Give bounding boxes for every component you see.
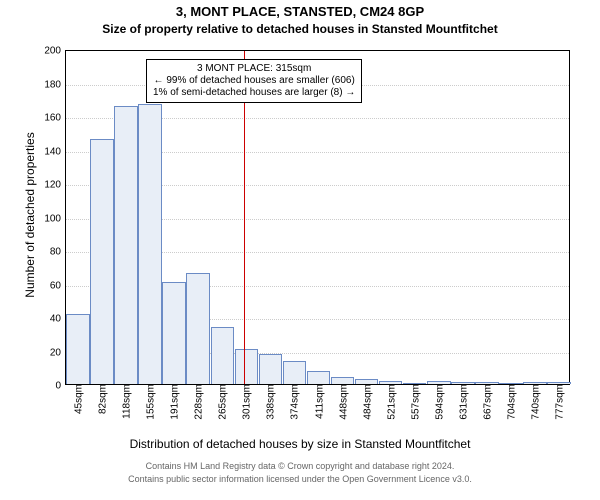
chart-plot-area: 02040608010012014016018020045sqm82sqm118…: [65, 50, 570, 385]
xtick-label: 631sqm: [456, 384, 469, 420]
xtick-label: 740sqm: [528, 384, 541, 420]
ytick-label: 0: [55, 381, 66, 392]
histogram-bar: [114, 106, 138, 384]
title-line-1: 3, MONT PLACE, STANSTED, CM24 8GP: [0, 4, 600, 19]
x-axis-label: Distribution of detached houses by size …: [0, 437, 600, 451]
footer-line-2: Contains public sector information licen…: [0, 474, 600, 484]
ytick-label: 160: [44, 113, 66, 124]
xtick-label: 704sqm: [504, 384, 517, 420]
ytick-label: 60: [50, 280, 66, 291]
xtick-label: 667sqm: [480, 384, 493, 420]
xtick-label: 155sqm: [144, 384, 157, 420]
annotation-box: 3 MONT PLACE: 315sqm← 99% of detached ho…: [146, 59, 362, 103]
xtick-label: 301sqm: [240, 384, 253, 420]
ytick-label: 120: [44, 180, 66, 191]
ytick-label: 140: [44, 146, 66, 157]
xtick-label: 265sqm: [216, 384, 229, 420]
xtick-label: 338sqm: [264, 384, 277, 420]
ytick-label: 40: [50, 314, 66, 325]
xtick-label: 191sqm: [168, 384, 181, 420]
xtick-label: 448sqm: [336, 384, 349, 420]
histogram-bar: [211, 327, 235, 384]
xtick-label: 118sqm: [120, 384, 133, 419]
histogram-bar: [90, 139, 114, 384]
histogram-bar: [259, 354, 283, 384]
xtick-label: 411sqm: [312, 384, 325, 419]
xtick-label: 228sqm: [192, 384, 205, 420]
histogram-bar: [235, 349, 259, 384]
histogram-bar: [138, 104, 162, 384]
ytick-label: 180: [44, 79, 66, 90]
histogram-bar: [162, 282, 186, 384]
y-axis-label: Number of detached properties: [23, 115, 37, 315]
xtick-label: 521sqm: [384, 384, 397, 420]
annotation-line: ← 99% of detached houses are smaller (60…: [153, 75, 355, 87]
title-line-2: Size of property relative to detached ho…: [0, 22, 600, 36]
footer-line-1: Contains HM Land Registry data © Crown c…: [0, 461, 600, 471]
histogram-bar: [331, 377, 355, 384]
histogram-bar: [66, 314, 90, 384]
ytick-label: 200: [44, 46, 66, 57]
xtick-label: 594sqm: [432, 384, 445, 420]
xtick-label: 82sqm: [96, 384, 109, 414]
xtick-label: 557sqm: [408, 384, 421, 420]
histogram-bar: [186, 273, 210, 384]
histogram-bar: [307, 371, 331, 384]
xtick-label: 777sqm: [552, 384, 565, 420]
annotation-line: 1% of semi-detached houses are larger (8…: [153, 87, 355, 99]
ytick-label: 20: [50, 347, 66, 358]
histogram-bar: [283, 361, 307, 384]
ytick-label: 100: [44, 213, 66, 224]
ytick-label: 80: [50, 247, 66, 258]
xtick-label: 45sqm: [72, 384, 85, 414]
xtick-label: 484sqm: [360, 384, 373, 420]
annotation-line: 3 MONT PLACE: 315sqm: [153, 63, 355, 75]
xtick-label: 374sqm: [288, 384, 301, 420]
